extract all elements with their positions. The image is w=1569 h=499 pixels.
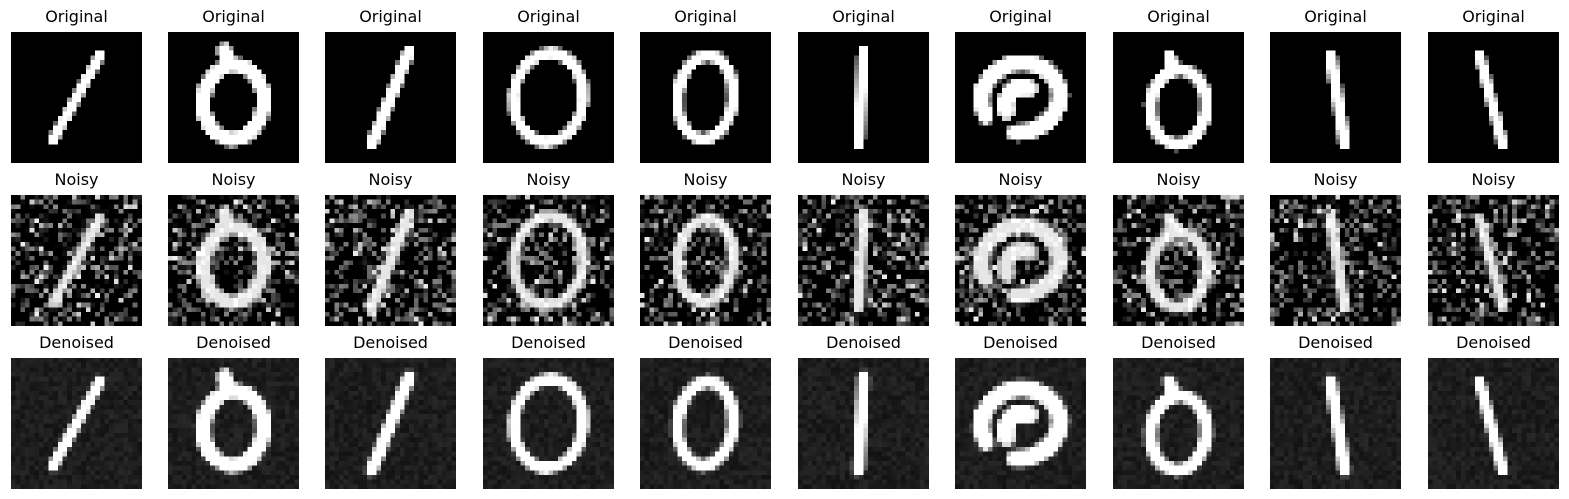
original-digit-image xyxy=(11,32,142,163)
original-image-cell: Original xyxy=(11,7,142,163)
denoised-image-cell: Denoised xyxy=(955,333,1086,489)
original-image-cell: Original xyxy=(168,7,299,163)
noisy-image-cell: Noisy xyxy=(1428,170,1559,326)
denoised-image-title: Denoised xyxy=(511,333,586,352)
denoised-digit-image xyxy=(1270,358,1401,489)
original-image-cell: Original xyxy=(1113,7,1244,163)
original-image-cell: Original xyxy=(955,7,1086,163)
noisy-image-cell: Noisy xyxy=(955,170,1086,326)
noisy-image-cell: Noisy xyxy=(1113,170,1244,326)
denoised-image-cell: Denoised xyxy=(325,333,456,489)
original-image-title: Original xyxy=(674,7,737,26)
denoised-image-title: Denoised xyxy=(983,333,1058,352)
original-digit-image xyxy=(483,32,614,163)
noisy-image-cell: Noisy xyxy=(483,170,614,326)
noisy-image-title: Noisy xyxy=(841,170,886,189)
denoised-image-title: Denoised xyxy=(1456,333,1531,352)
noisy-digit-image xyxy=(1113,195,1244,326)
noisy-image-title: Noisy xyxy=(211,170,256,189)
denoised-image-cell: Denoised xyxy=(1428,333,1559,489)
noisy-digit-image xyxy=(483,195,614,326)
noisy-digit-image xyxy=(11,195,142,326)
denoised-image-cell: Denoised xyxy=(483,333,614,489)
denoised-digit-image xyxy=(798,358,929,489)
denoised-image-title: Denoised xyxy=(1298,333,1373,352)
noisy-digit-image xyxy=(955,195,1086,326)
original-image-title: Original xyxy=(45,7,108,26)
original-digit-image xyxy=(640,32,771,163)
noisy-image-cell: Noisy xyxy=(640,170,771,326)
noisy-digit-image xyxy=(168,195,299,326)
denoised-digit-image xyxy=(640,358,771,489)
original-image-title: Original xyxy=(832,7,895,26)
denoised-image-title: Denoised xyxy=(353,333,428,352)
original-image-title: Original xyxy=(359,7,422,26)
denoised-image-cell: Denoised xyxy=(798,333,929,489)
original-image-title: Original xyxy=(517,7,580,26)
denoised-image-cell: Denoised xyxy=(1113,333,1244,489)
original-image-title: Original xyxy=(1304,7,1367,26)
denoised-image-title: Denoised xyxy=(196,333,271,352)
noisy-image-title: Noisy xyxy=(683,170,728,189)
original-image-title: Original xyxy=(1147,7,1210,26)
denoised-digit-image xyxy=(1113,358,1244,489)
original-digit-image xyxy=(1113,32,1244,163)
original-image-cell: Original xyxy=(1428,7,1559,163)
original-image-title: Original xyxy=(202,7,265,26)
denoised-image-title: Denoised xyxy=(39,333,114,352)
denoised-digit-image xyxy=(11,358,142,489)
original-digit-image xyxy=(1270,32,1401,163)
noisy-image-title: Noisy xyxy=(1313,170,1358,189)
original-digit-image xyxy=(168,32,299,163)
noisy-digit-image xyxy=(798,195,929,326)
denoised-image-cell: Denoised xyxy=(1270,333,1401,489)
noisy-image-cell: Noisy xyxy=(798,170,929,326)
noisy-digit-image xyxy=(1270,195,1401,326)
noisy-image-cell: Noisy xyxy=(1270,170,1401,326)
noisy-image-title: Noisy xyxy=(54,170,99,189)
denoised-image-cell: Denoised xyxy=(640,333,771,489)
original-image-cell: Original xyxy=(1270,7,1401,163)
original-image-cell: Original xyxy=(483,7,614,163)
denoised-digit-image xyxy=(483,358,614,489)
noisy-digit-image xyxy=(325,195,456,326)
original-digit-image xyxy=(798,32,929,163)
denoised-image-title: Denoised xyxy=(668,333,743,352)
noisy-image-title: Noisy xyxy=(368,170,413,189)
noisy-image-title: Noisy xyxy=(998,170,1043,189)
original-image-cell: Original xyxy=(640,7,771,163)
noisy-image-title: Noisy xyxy=(1471,170,1516,189)
denoised-digit-image xyxy=(1428,358,1559,489)
denoised-image-title: Denoised xyxy=(826,333,901,352)
noisy-image-title: Noisy xyxy=(526,170,571,189)
noisy-digit-image xyxy=(640,195,771,326)
denoised-digit-image xyxy=(955,358,1086,489)
denoised-image-title: Denoised xyxy=(1141,333,1216,352)
denoised-digit-image xyxy=(325,358,456,489)
noisy-image-cell: Noisy xyxy=(168,170,299,326)
noisy-image-title: Noisy xyxy=(1156,170,1201,189)
original-digit-image xyxy=(325,32,456,163)
denoised-image-cell: Denoised xyxy=(11,333,142,489)
original-digit-image xyxy=(1428,32,1559,163)
denoised-image-cell: Denoised xyxy=(168,333,299,489)
denoised-digit-image xyxy=(168,358,299,489)
noisy-image-cell: Noisy xyxy=(325,170,456,326)
original-image-title: Original xyxy=(1462,7,1525,26)
original-digit-image xyxy=(955,32,1086,163)
original-image-cell: Original xyxy=(798,7,929,163)
noisy-digit-image xyxy=(1428,195,1559,326)
original-image-title: Original xyxy=(989,7,1052,26)
noisy-image-cell: Noisy xyxy=(11,170,142,326)
original-image-cell: Original xyxy=(325,7,456,163)
